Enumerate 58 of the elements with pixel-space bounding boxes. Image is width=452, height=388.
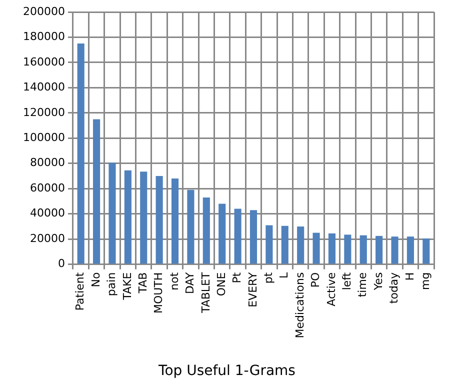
y-tick-label: 140000: [22, 80, 65, 94]
x-tick-label: L: [278, 271, 291, 278]
bar: [297, 226, 304, 264]
x-tick-label: today: [388, 272, 401, 304]
x-tick-label: time: [356, 272, 370, 298]
bar: [250, 210, 258, 264]
bar: [156, 176, 163, 264]
y-tick-label: 100000: [22, 131, 65, 144]
x-tick-label: EVERY: [246, 272, 260, 308]
bar: [187, 190, 194, 264]
x-tick-label: not: [168, 272, 181, 290]
bar: [77, 44, 84, 264]
y-tick-label: 80000: [30, 156, 65, 170]
x-tick-label: No: [89, 272, 102, 288]
bar: [360, 235, 367, 264]
bar: [376, 236, 383, 264]
y-tick-label: 20000: [30, 232, 65, 245]
x-tick-label: Patient: [74, 272, 87, 311]
y-tick-label: 60000: [30, 181, 65, 194]
y-tick-label: 0: [58, 257, 65, 270]
bar: [266, 225, 273, 264]
bar: [171, 178, 179, 264]
x-tick-label: TAB: [136, 272, 150, 294]
bar: [218, 204, 226, 264]
bar: [140, 172, 148, 264]
x-tick-label: H: [403, 272, 416, 281]
bar: [234, 208, 242, 264]
bar: [391, 236, 398, 264]
bar: [344, 234, 352, 264]
bar: [108, 162, 116, 264]
y-tick-label: 200000: [22, 4, 65, 18]
x-tick-label: left: [340, 272, 354, 290]
x-tick-label: DAY: [184, 272, 197, 294]
y-tick-label: 160000: [22, 55, 65, 68]
text: Top Useful 1-Grams: [158, 363, 296, 380]
bar: [312, 232, 320, 264]
bar: [406, 236, 414, 264]
y-tick-label: 40000: [30, 206, 65, 220]
bar: [93, 119, 100, 264]
x-tick-label: ONE: [214, 272, 228, 296]
bar: [281, 226, 288, 264]
x-tick-label: PO: [309, 272, 322, 288]
y-tick-label: 120000: [22, 106, 65, 119]
x-tick-label: pt: [262, 272, 276, 284]
x-tick-label: pain: [105, 272, 118, 296]
x-tick-label: Active: [324, 272, 338, 306]
x-tick-label: MOUTH: [152, 272, 166, 314]
bar: [328, 233, 336, 264]
bar: [202, 197, 210, 264]
x-tick-label: TABLET: [199, 272, 212, 314]
x-tick-label: Medications: [293, 272, 306, 338]
y-tick-label: 180000: [22, 30, 65, 44]
x-tick-label: Yes: [372, 272, 385, 292]
bar: [422, 238, 430, 264]
x-tick-label: Pt: [230, 272, 244, 284]
bar: [124, 170, 132, 264]
x-tick-label: mg: [419, 272, 432, 290]
x-tick-label: TAKE: [120, 272, 134, 301]
